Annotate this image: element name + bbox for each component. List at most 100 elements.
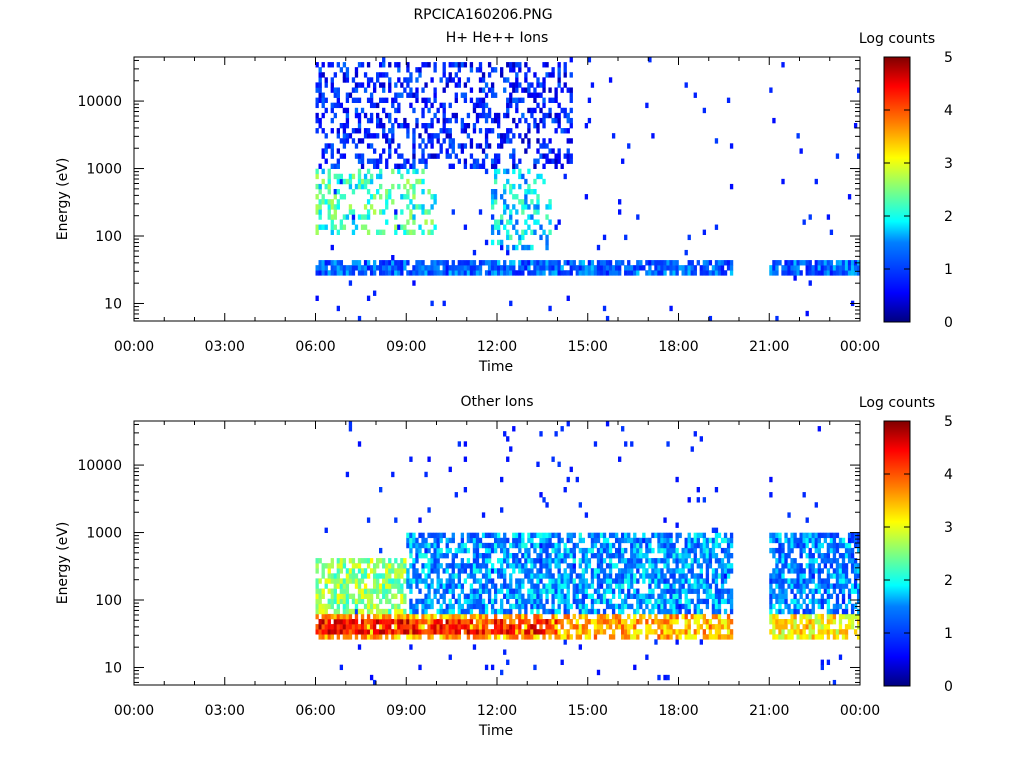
spectrogram-cell bbox=[442, 588, 446, 594]
spectrogram-cell bbox=[702, 613, 707, 620]
spectrogram-cell bbox=[554, 593, 558, 599]
spectrogram-cell bbox=[853, 573, 858, 579]
spectrogram-cell bbox=[388, 148, 392, 154]
spectrogram-cell bbox=[678, 573, 682, 579]
spectrogram-cell bbox=[475, 613, 480, 620]
spectrogram-cell bbox=[554, 547, 558, 554]
spectrogram-cell bbox=[832, 265, 837, 271]
spectrogram-cell bbox=[575, 598, 579, 605]
spectrogram-cell bbox=[566, 563, 570, 569]
spectrogram-cell bbox=[805, 619, 809, 625]
spectrogram-cell bbox=[379, 209, 383, 215]
spectrogram-cell bbox=[578, 613, 582, 620]
spectrogram-cell bbox=[324, 608, 328, 615]
spectrogram-cell bbox=[403, 598, 407, 605]
spectrogram-cell bbox=[672, 603, 676, 610]
spectrogram-cell bbox=[448, 62, 452, 68]
spectrogram-cell bbox=[627, 537, 631, 544]
spectrogram-cell bbox=[382, 563, 386, 569]
spectrogram-cell bbox=[330, 219, 334, 225]
spectrogram-cell bbox=[442, 62, 446, 68]
spectrogram-cell bbox=[394, 593, 398, 599]
spectrogram-cell bbox=[430, 265, 434, 271]
spectrogram-cell bbox=[847, 624, 852, 630]
spectrogram-cell bbox=[593, 532, 598, 539]
spectrogram-cell bbox=[466, 573, 471, 579]
spectrogram-cell bbox=[469, 153, 474, 159]
spectrogram-cell bbox=[814, 532, 818, 539]
spectrogram-cell bbox=[566, 573, 570, 579]
y-tick-label: 10 bbox=[104, 296, 122, 312]
spectrogram-cell bbox=[536, 532, 540, 539]
spectrogram-cell bbox=[524, 619, 528, 625]
spectrogram-cell bbox=[542, 112, 546, 119]
spectrogram-cell bbox=[820, 664, 824, 671]
spectrogram-cell bbox=[536, 265, 540, 271]
spectrogram-cell bbox=[590, 568, 595, 574]
spectrogram-cell bbox=[572, 593, 576, 599]
spectrogram-cell bbox=[521, 138, 525, 144]
spectrogram-cell bbox=[729, 183, 734, 190]
spectrogram-cell bbox=[388, 578, 392, 584]
spectrogram-cell bbox=[551, 260, 555, 266]
spectrogram-cell bbox=[506, 583, 510, 589]
spectrogram-cell bbox=[478, 563, 483, 569]
spectrogram-cell bbox=[775, 613, 779, 620]
spectrogram-cell bbox=[342, 578, 347, 584]
spectrogram-cell bbox=[554, 624, 558, 630]
spectrogram-cell bbox=[412, 92, 416, 98]
spectrogram-cell bbox=[693, 92, 697, 98]
spectrogram-cell bbox=[775, 568, 779, 574]
spectrogram-cell bbox=[509, 234, 513, 241]
spectrogram-cell bbox=[363, 112, 368, 119]
spectrogram-cell bbox=[633, 532, 637, 539]
spectrogram-cell bbox=[360, 265, 365, 271]
spectrogram-cell bbox=[478, 163, 483, 169]
spectrogram-cell bbox=[648, 573, 652, 579]
spectrogram-cell bbox=[460, 613, 465, 620]
spectrogram-cell bbox=[515, 107, 519, 114]
spectrogram-cell bbox=[551, 532, 555, 539]
spectrogram-cell bbox=[569, 265, 573, 271]
spectrogram-cell bbox=[448, 128, 452, 134]
spectrogram-cell bbox=[660, 629, 664, 635]
spectrogram-cell bbox=[599, 532, 604, 539]
spectrogram-cell bbox=[315, 62, 319, 68]
spectrogram-cell bbox=[379, 265, 383, 271]
spectrogram-cell bbox=[802, 578, 806, 584]
spectrogram-cell bbox=[729, 553, 734, 559]
spectrogram-cell bbox=[430, 143, 434, 149]
spectrogram-cell bbox=[654, 578, 658, 584]
spectrogram-cell bbox=[475, 532, 480, 539]
spectrogram-cell bbox=[666, 537, 670, 544]
spectrogram-cell bbox=[515, 634, 519, 640]
spectrogram-cell bbox=[823, 578, 828, 584]
spectrogram-cell bbox=[675, 265, 679, 271]
spectrogram-cell bbox=[433, 563, 437, 569]
spectrogram-cell bbox=[787, 634, 791, 640]
spectrogram-cell bbox=[717, 270, 722, 276]
spectrogram-cell bbox=[424, 598, 428, 605]
spectrogram-cell bbox=[690, 583, 694, 589]
spectrogram-cell bbox=[708, 634, 713, 640]
spectrogram-cell bbox=[542, 583, 546, 589]
spectrogram-cell bbox=[611, 608, 616, 615]
spectrogram-cell bbox=[521, 173, 525, 180]
spectrogram-cell bbox=[524, 563, 528, 569]
spectrogram-cell bbox=[490, 158, 495, 164]
spectrogram-cell bbox=[379, 634, 383, 640]
spectrogram-cell bbox=[354, 260, 359, 266]
spectrogram-cell bbox=[487, 573, 492, 579]
spectrogram-cell bbox=[506, 265, 510, 271]
spectrogram-cell bbox=[345, 77, 350, 83]
spectrogram-cell bbox=[424, 123, 428, 129]
spectrogram-cell bbox=[463, 619, 468, 625]
spectrogram-cell bbox=[702, 270, 707, 276]
spectrogram-cell bbox=[394, 573, 398, 579]
spectrogram-cell bbox=[484, 239, 489, 246]
spectrogram-cell bbox=[527, 143, 531, 149]
spectrogram-cell bbox=[336, 603, 340, 610]
spectrogram-cell bbox=[627, 568, 631, 574]
spectrogram-cell bbox=[814, 265, 818, 271]
spectrogram-cell bbox=[412, 163, 416, 169]
